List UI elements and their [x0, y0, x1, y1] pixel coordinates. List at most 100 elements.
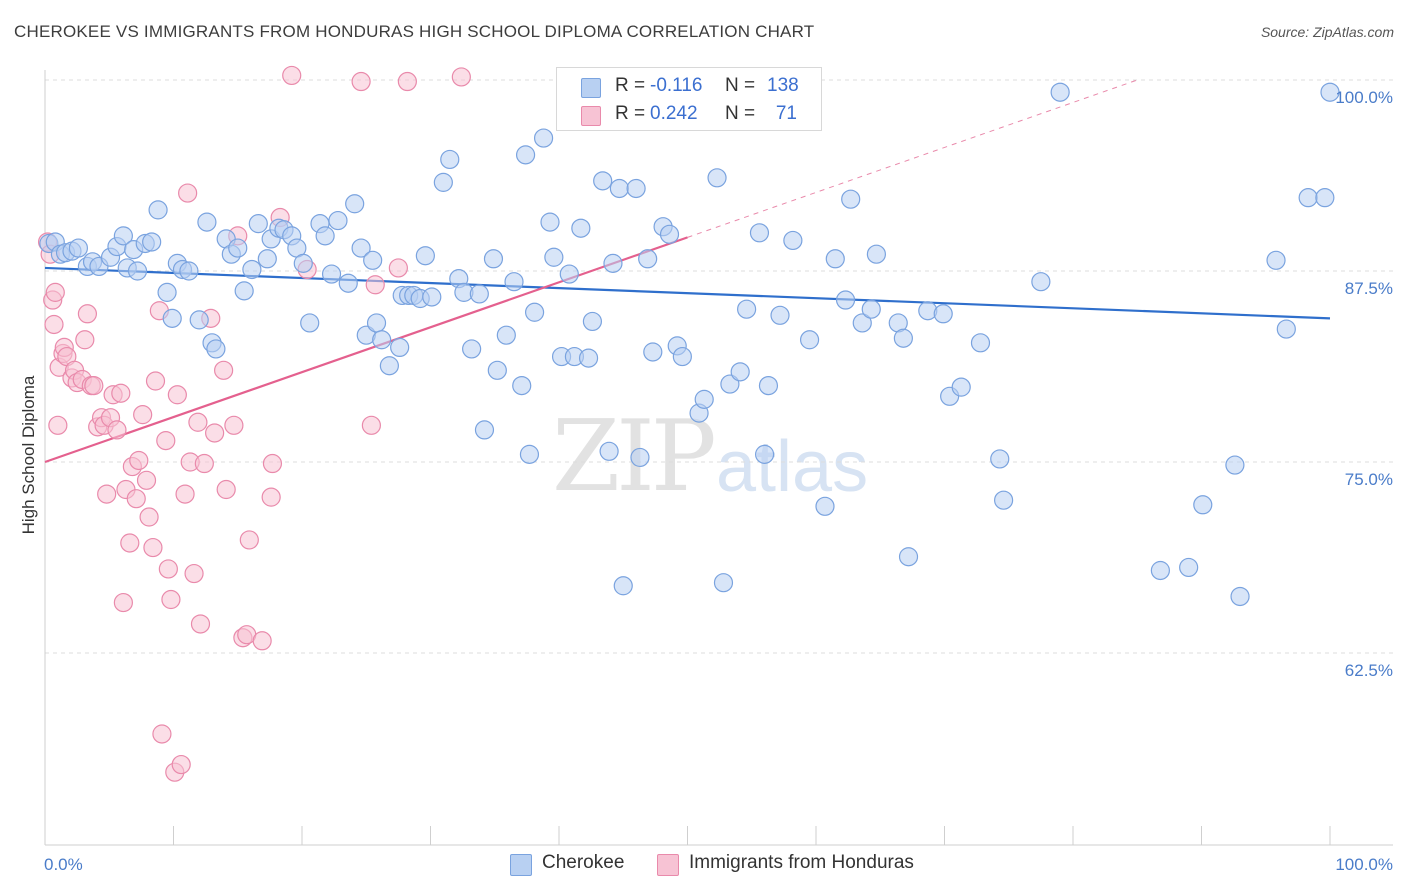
cherokee-point: [933, 304, 953, 324]
cherokee-point: [433, 172, 453, 192]
cherokee-point: [228, 238, 248, 258]
cherokee-point: [533, 128, 554, 148]
honduras-point: [261, 487, 281, 507]
honduras-point: [120, 533, 140, 553]
n-label: N =: [725, 103, 756, 124]
x-tick-label: 0.0%: [44, 855, 83, 874]
honduras-point: [84, 376, 104, 396]
cherokee-point: [162, 308, 182, 328]
cherokee-points: [39, 81, 1340, 607]
cherokee-point: [707, 168, 727, 188]
honduras-point: [388, 258, 408, 278]
cherokee-point: [783, 230, 803, 251]
cherokee-point: [893, 328, 913, 348]
honduras-point: [214, 360, 234, 380]
cherokee-legend-label: Cherokee: [542, 852, 625, 873]
cherokee-point: [1320, 82, 1340, 102]
cherokee-point: [749, 223, 770, 243]
cherokee-point: [643, 342, 663, 362]
cherokee-point: [524, 302, 545, 322]
cherokee-point: [148, 200, 168, 220]
cherokee-point: [113, 226, 133, 246]
cherokee-point: [730, 362, 750, 382]
honduras-point: [75, 330, 95, 350]
honduras-point: [188, 412, 208, 432]
cherokee-point: [293, 253, 313, 273]
cherokee-point: [841, 189, 861, 209]
cherokee-trend-line: [44, 266, 1331, 320]
honduras-r-value: 0.242: [650, 103, 698, 124]
cherokee-point: [898, 547, 919, 567]
cherokee-point: [179, 261, 199, 281]
cherokee-point: [626, 178, 646, 199]
cherokee-point: [754, 444, 775, 464]
cherokee-point: [1193, 495, 1213, 515]
cherokee-point: [257, 249, 277, 269]
cherokee-point: [372, 330, 392, 350]
cherokee-point: [422, 287, 442, 307]
cherokee-point: [474, 420, 495, 440]
honduras-point: [262, 453, 283, 474]
cherokee-point: [1050, 82, 1070, 102]
honduras-point: [194, 453, 214, 474]
cherokee-point: [861, 299, 881, 319]
cherokee-point: [1230, 586, 1250, 607]
honduras-swatch: [581, 106, 601, 126]
y-tick-label: 100.0%: [1335, 88, 1393, 107]
cherokee-n-value: 138: [767, 75, 799, 96]
honduras-point: [205, 423, 225, 443]
honduras-point: [178, 183, 198, 203]
legend-row-cherokee: R = -0.116 N = 138: [557, 72, 821, 100]
honduras-point: [161, 589, 181, 610]
cherokee-point: [469, 284, 489, 304]
cherokee-point: [242, 259, 262, 280]
cherokee-point: [559, 264, 579, 284]
cherokee-point: [799, 330, 820, 350]
honduras-point: [97, 484, 117, 504]
honduras-point: [45, 282, 65, 302]
r-label: R =: [615, 103, 646, 124]
y-tick-label: 87.5%: [1345, 279, 1393, 298]
honduras-point: [139, 507, 159, 527]
chart-title: CHEROKEE VS IMMIGRANTS FROM HONDURAS HIG…: [14, 22, 815, 41]
honduras-point: [167, 385, 187, 405]
cherokee-point: [672, 346, 692, 367]
cherokee-point: [599, 441, 619, 461]
honduras-point: [282, 65, 302, 86]
cherokee-point: [852, 313, 872, 333]
y-tick-label: 75.0%: [1345, 470, 1393, 489]
cherokee-point: [338, 273, 358, 293]
honduras-point: [397, 71, 417, 92]
cherokee-point: [835, 290, 856, 310]
cherokee-point: [866, 244, 886, 264]
cherokee-point: [321, 264, 342, 284]
cherokee-point: [758, 376, 779, 396]
honduras-n-value: 71: [775, 103, 797, 124]
cherokee-point: [951, 377, 971, 397]
honduras-point: [107, 420, 127, 440]
cherokee-point: [1031, 272, 1051, 292]
y-tick-label: 62.5%: [1345, 661, 1393, 680]
honduras-point: [77, 304, 98, 324]
trend-lines: [44, 79, 1331, 464]
cherokee-point: [571, 218, 591, 238]
honduras-point: [190, 614, 211, 634]
cherokee-point: [512, 376, 532, 396]
cherokee-point: [825, 249, 845, 269]
cherokee-point: [970, 333, 991, 353]
cherokee-point: [1315, 188, 1335, 208]
cherokee-point: [737, 299, 757, 319]
cherokee-point: [315, 226, 335, 246]
cherokee-point: [515, 145, 536, 165]
cherokee-point: [390, 337, 410, 357]
cherokee-point: [197, 212, 217, 232]
cherokee-point: [462, 339, 482, 359]
cherokee-point: [440, 149, 460, 170]
cherokee-point: [1150, 560, 1170, 581]
honduras-point: [44, 314, 64, 335]
honduras-point: [451, 67, 471, 87]
honduras-point: [351, 71, 371, 92]
cherokee-point: [248, 214, 268, 234]
honduras-point: [216, 479, 236, 500]
cherokee-point: [68, 238, 89, 258]
